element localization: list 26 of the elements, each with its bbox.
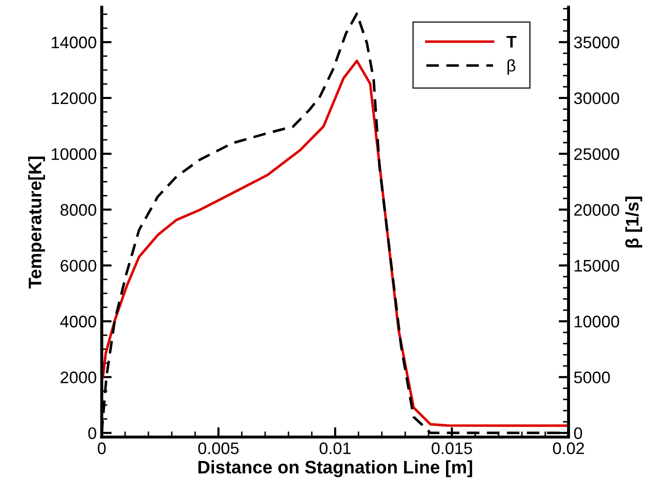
y-tick-label: 6000	[60, 260, 96, 272]
y-tick-label: 12000	[52, 92, 96, 104]
x-tick-label: 0.015	[432, 442, 472, 454]
y2-tick-label: 25000	[574, 148, 620, 160]
y2-tick-label: 5000	[574, 372, 610, 384]
y2-tick-label: 0	[574, 427, 582, 440]
y2-tick-label: 10000	[574, 316, 620, 328]
y-tick-label: 4000	[60, 316, 96, 328]
y-tick-label: 8000	[60, 204, 96, 216]
x-tick-label: 0.02	[553, 442, 584, 454]
y-tick-label: 10000	[52, 148, 96, 160]
x-tick-label: 0.005	[198, 442, 239, 454]
y2-tick-label: 15000	[574, 260, 620, 272]
y-tick-label: 0	[88, 427, 96, 440]
legend-label: T	[506, 36, 516, 48]
x-tick-label: 0	[98, 442, 106, 454]
y-axis-title: Temperature[K]	[28, 156, 45, 289]
legend-label: β	[508, 59, 516, 75]
x-axis-title: Distance on Stagnation Line [m]	[198, 460, 472, 478]
y2-tick-label: 30000	[574, 92, 620, 104]
x-tick-label: 0.01	[320, 442, 351, 454]
y2-tick-label: 20000	[574, 204, 620, 216]
y2-tick-label: 35000	[574, 36, 620, 48]
y-tick-label: 14000	[52, 36, 96, 48]
y-tick-label: 2000	[60, 372, 96, 384]
y2-axis-title: β [1/s]	[625, 196, 642, 248]
